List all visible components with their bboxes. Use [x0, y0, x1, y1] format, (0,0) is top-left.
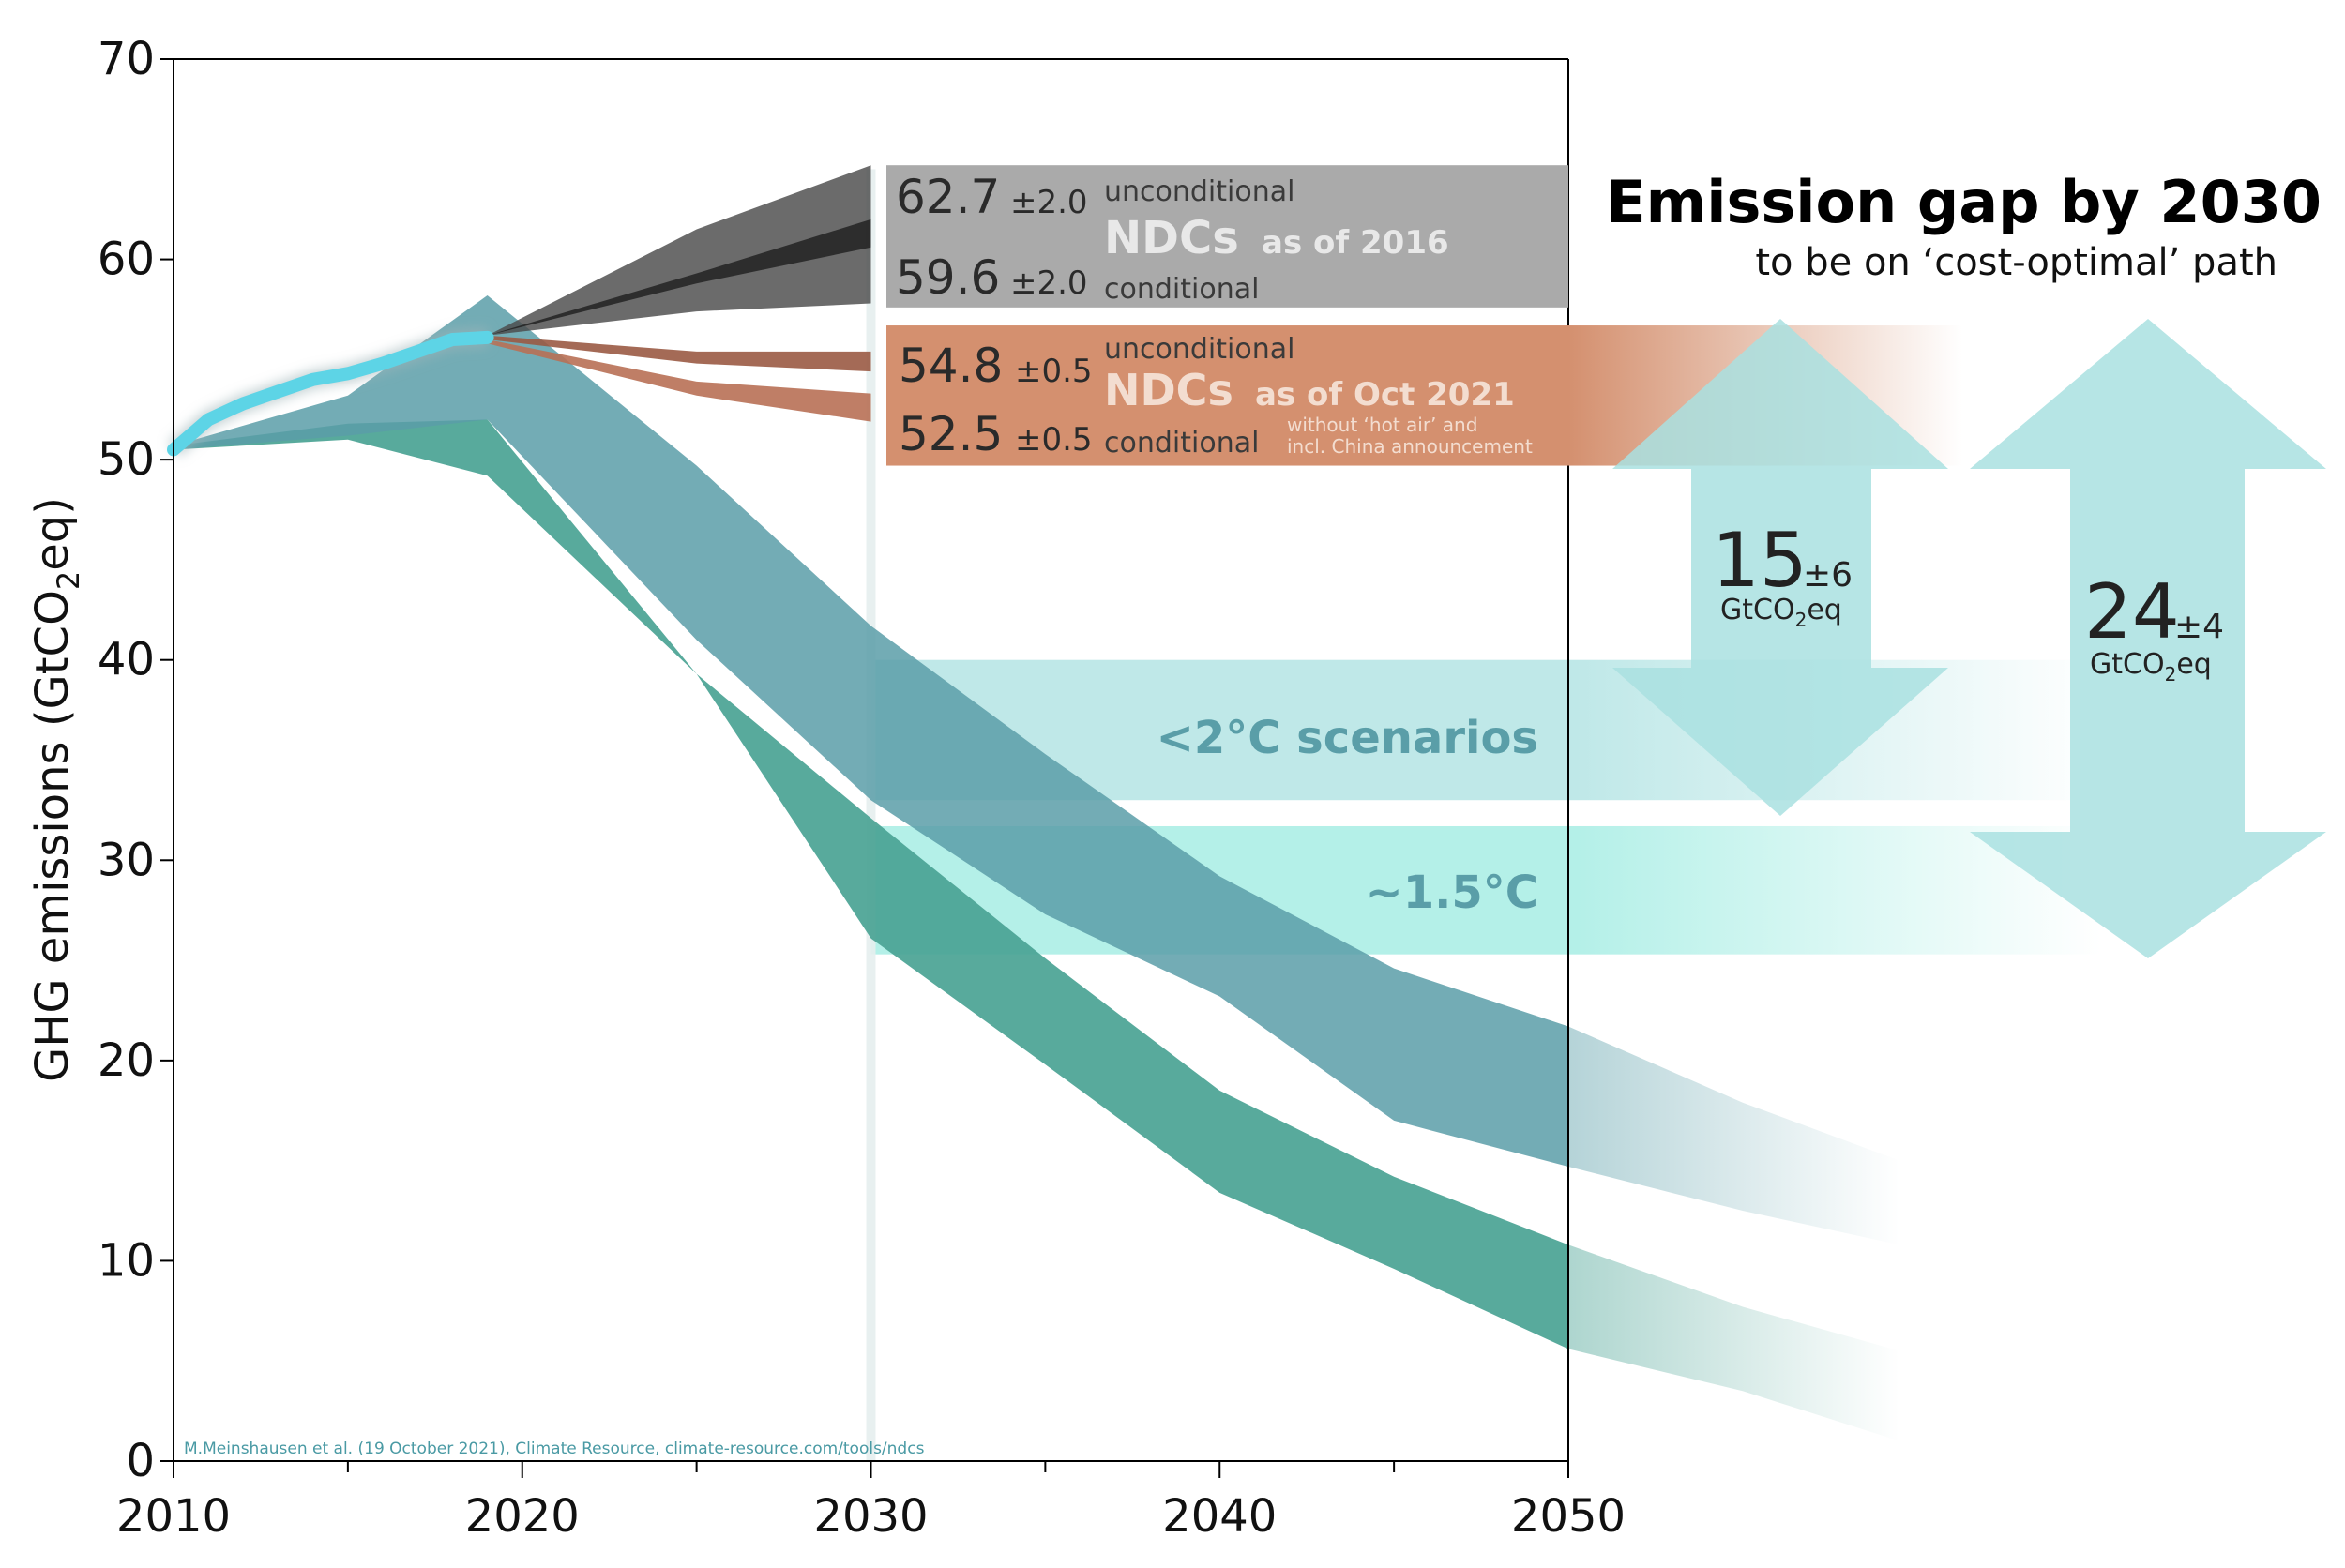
gap-15-unit-end: eq	[2176, 648, 2212, 681]
x-tick-label: 2010	[116, 1490, 231, 1543]
gap-2c-unit-end: eq	[1807, 594, 1842, 626]
ndc-2021-title: NDCs	[1104, 365, 1233, 415]
gap-2c-unit-sub: 2	[1795, 609, 1808, 631]
ndc-2021-conditional-band	[487, 339, 871, 422]
ndc-2016-band	[487, 165, 871, 336]
ndc-2021-unconditional-pm: ±0.5	[1015, 353, 1093, 390]
ndc-2016-box: 62.7 ±2.0 unconditional NDCs as of 2016 …	[886, 165, 1568, 308]
gap-2c-unit: GtCO2eq	[1720, 594, 1842, 631]
ndc-2021-conditional-pm: ±0.5	[1015, 421, 1093, 459]
gap-title: Emission gap by 2030	[1606, 168, 2322, 236]
y-tick-label: 60	[98, 234, 155, 286]
ndc-2016-unconditional-pm: ±2.0	[1010, 184, 1088, 221]
gap-2c-arrow	[1612, 319, 1948, 816]
gap-15-arrow	[1970, 319, 2326, 958]
gap-arrows	[1612, 319, 2326, 958]
ndc-2021-conditional-label: conditional	[1104, 427, 1259, 460]
gap-subtitle: to be on ‘cost-optimal’ path	[1755, 241, 2277, 284]
ndc-2021-note-line1: without ‘hot air’ and	[1287, 414, 1477, 436]
x-tick-label: 2030	[813, 1490, 928, 1543]
ndc-2021-unconditional-band	[487, 335, 871, 372]
y-tick-label: 0	[126, 1435, 155, 1487]
ndc-2021-box-bg	[886, 325, 1568, 466]
gap-15-unit-main: GtCO	[2090, 648, 2165, 681]
y-tick-label: 10	[98, 1234, 155, 1287]
ndc-2021-unconditional-value: 54.8	[899, 339, 1003, 393]
y-axis-label: GHG emissions (GtCO2eq)	[26, 497, 86, 1082]
y-axis-label-sub: 2	[51, 571, 86, 590]
gap-15-unit-sub: 2	[2165, 663, 2177, 686]
gap-15-value: 24	[2084, 568, 2180, 656]
credit-text: M.Meinshausen et al. (19 October 2021), …	[184, 1440, 925, 1458]
scenario-15-fade	[1568, 1244, 1900, 1441]
historical-line	[167, 330, 494, 457]
y-axis-label-main: GHG emissions (GtCO	[26, 590, 79, 1082]
ndc-2016-title-suffix: as of 2016	[1262, 224, 1449, 262]
scenario-2c-band	[174, 295, 1568, 1168]
gap-2c-unit-main: GtCO	[1720, 594, 1795, 626]
ndc-2016-box-bg	[886, 165, 1568, 308]
gap-2c-pm: ±6	[1803, 556, 1853, 595]
ndc-2016-conditional-label: conditional	[1104, 273, 1259, 306]
y-tick-label: 20	[98, 1034, 155, 1087]
y-tick-label: 70	[98, 33, 155, 85]
y-tick-label: 30	[98, 834, 155, 886]
scenario-15-band	[174, 419, 1568, 1349]
ndc-2021-note-line2: incl. China announcement	[1287, 435, 1533, 458]
x-tick-label: 2040	[1162, 1490, 1277, 1543]
gap-15-pm: ±4	[2174, 608, 2224, 646]
gap-2c-value: 15	[1712, 517, 1808, 604]
ndc-2016-unconditional-value: 62.7	[896, 170, 1000, 224]
ndc-2016-conditional-pm: ±2.0	[1010, 264, 1088, 302]
one-five-label: ~1.5°C	[1366, 867, 1538, 919]
two-degree-label: <2°C scenarios	[1157, 712, 1538, 764]
ndc-2016-unconditional-label: unconditional	[1104, 175, 1294, 208]
marker-2030	[866, 169, 876, 1462]
x-tick-label: 2050	[1511, 1490, 1626, 1543]
gap-15-value-group: 24 ±4 GtCO2eq	[2084, 568, 2224, 686]
y-tick-label: 40	[98, 634, 155, 686]
ndc-2016-title: NDCs	[1104, 212, 1239, 264]
ndc-2021-title-suffix: as of Oct 2021	[1255, 376, 1515, 414]
scenario-bands	[174, 295, 1900, 1441]
x-tick-label: 2020	[465, 1490, 580, 1543]
ndc-2021-unconditional-label: unconditional	[1104, 333, 1294, 366]
y-axis-label-end: eq)	[26, 497, 79, 571]
ndc-2021-conditional-value: 52.5	[899, 407, 1003, 461]
gap-15-unit: GtCO2eq	[2090, 648, 2212, 686]
ndc-2016-conditional-value: 59.6	[896, 250, 1000, 305]
y-tick-label: 50	[98, 433, 155, 486]
ndc-bands	[167, 165, 871, 458]
gap-2c-value-group: 15 ±6 GtCO2eq	[1712, 517, 1853, 631]
scenario-2c-fade	[1568, 1026, 1900, 1245]
